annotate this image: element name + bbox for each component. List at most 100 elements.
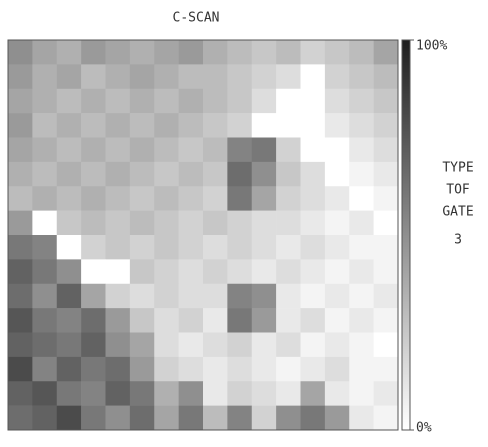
cell [81,161,106,187]
cell [276,405,301,431]
cell [32,137,58,163]
cell [56,405,82,431]
cell [154,381,179,406]
cell [81,283,106,309]
cell [276,259,301,285]
cell [105,381,131,406]
cell [129,88,155,114]
cell [276,64,301,90]
cell [324,356,350,382]
cell [56,235,82,260]
cell [251,259,277,285]
cell [81,332,106,358]
cell [129,283,155,309]
cell [81,113,106,138]
cell [129,381,155,406]
cell [349,40,374,65]
cell [154,235,179,260]
cell [8,332,33,358]
cell [8,308,33,333]
cell [300,235,326,260]
cell [81,40,106,65]
cell [373,186,399,211]
cell [251,64,277,90]
cell [154,356,179,382]
cell [178,88,204,114]
cell [276,186,301,211]
cell [227,113,253,138]
cell [8,405,33,431]
cell [129,113,155,138]
cell [203,161,228,187]
cell [251,356,277,382]
cell [324,235,350,260]
cell [56,308,82,333]
cell [105,235,131,260]
cell [8,113,33,138]
cell [8,283,33,309]
cell [32,186,58,211]
cell [129,405,155,431]
cell [373,235,399,260]
cell [154,88,179,114]
cell [227,235,253,260]
cell [56,88,82,114]
cell [349,137,374,163]
cell [300,381,326,406]
cell [203,113,228,138]
cell [227,161,253,187]
cell [276,88,301,114]
cell [276,356,301,382]
cell [300,283,326,309]
cell [324,40,350,65]
cell [203,308,228,333]
cell [251,186,277,211]
cell [32,308,58,333]
cell [300,356,326,382]
cell [178,137,204,163]
cell [32,40,58,65]
cell [300,113,326,138]
cell [203,88,228,114]
cell [203,283,228,309]
cell [324,161,350,187]
cell [81,405,106,431]
cell [349,88,374,114]
cell [105,113,131,138]
cell [227,381,253,406]
cell [129,161,155,187]
cell [81,88,106,114]
cell [8,64,33,90]
cell [32,283,58,309]
cell [300,186,326,211]
cell [129,356,155,382]
cell [373,64,399,90]
cell [8,186,33,211]
cell [276,161,301,187]
cell [251,210,277,236]
cell [227,64,253,90]
cell [32,381,58,406]
cell [349,381,374,406]
cell [203,259,228,285]
cell [324,137,350,163]
side-label: GATE [442,205,473,220]
cell [56,161,82,187]
cell [178,186,204,211]
cell [251,40,277,65]
cell [373,356,399,382]
cell [32,332,58,358]
cell [349,332,374,358]
cell [227,332,253,358]
cell [154,40,179,65]
cell [276,381,301,406]
cell [300,40,326,65]
cell [324,308,350,333]
cell [129,308,155,333]
cell [251,283,277,309]
cell [129,235,155,260]
cell [105,405,131,431]
cell [56,283,82,309]
cell [251,308,277,333]
